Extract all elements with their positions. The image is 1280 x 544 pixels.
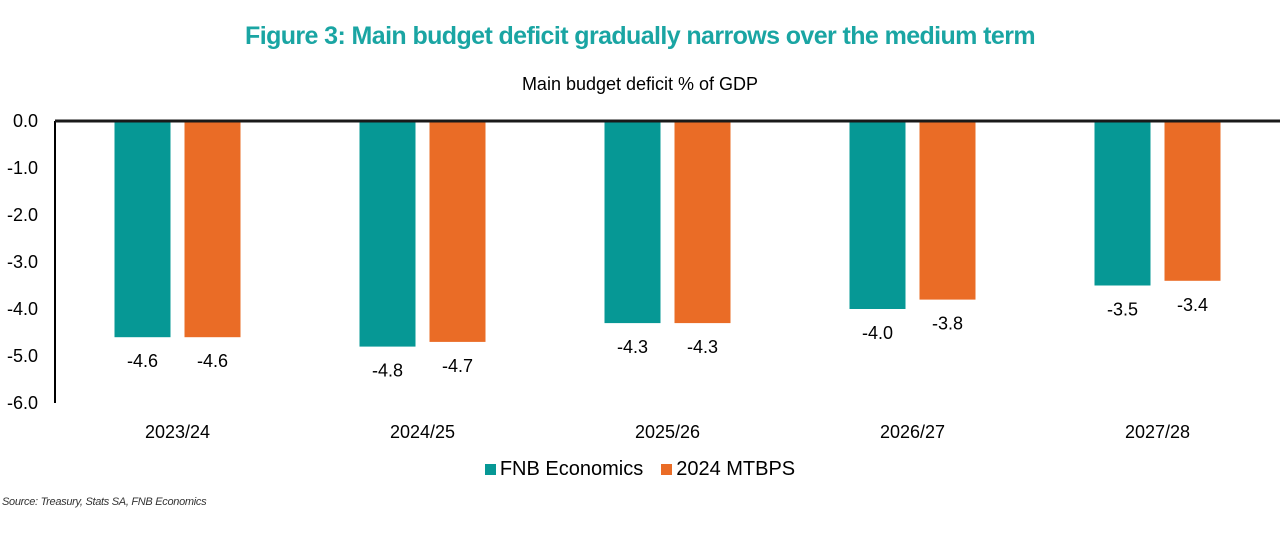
x-category-label: 2024/25 [390, 422, 455, 442]
legend-item-fnb: FNB Economics [484, 458, 644, 481]
data-label: -3.8 [932, 314, 963, 334]
bar-fnb [604, 121, 661, 324]
bars [114, 121, 1221, 347]
y-tick-label: -1.0 [7, 158, 38, 178]
y-axis-ticks: 0.0 -1.0 -2.0 -3.0 -4.0 -5.0 -6.0 [7, 111, 38, 413]
y-tick-label: -6.0 [7, 393, 38, 413]
y-tick-label: -4.0 [7, 299, 38, 319]
bar-mtbps [429, 121, 486, 342]
data-labels: -4.6 -4.6 -4.8 -4.7 -4.3 -4.3 -4.0 -3.8 -3.5 -3.4 [127, 295, 1208, 381]
bar-mtbps [184, 121, 241, 338]
figure-title: Figure 3: Main budget deficit gradually … [245, 22, 1036, 50]
bar-chart: 0.0 -1.0 -2.0 -3.0 -4.0 -5.0 -6.0 -4.6 -4.6 -4.8… [7, 111, 1280, 442]
legend-label-mtbps: 2024 MTBPS [676, 458, 796, 480]
bar-fnb [1094, 121, 1151, 286]
legend-item-mtbps: 2024 MTBPS [661, 458, 795, 481]
legend-swatch-fnb [484, 464, 496, 475]
data-label: -3.5 [1107, 300, 1138, 320]
data-label: -4.3 [617, 337, 648, 357]
y-tick-label: -2.0 [7, 205, 38, 225]
bar-mtbps [674, 121, 731, 324]
data-label: -4.6 [197, 351, 228, 371]
bar-fnb [849, 121, 906, 309]
data-label: -4.3 [687, 337, 718, 357]
chart-title: Main budget deficit % of GDP [521, 74, 759, 94]
x-category-label: 2027/28 [1125, 422, 1190, 442]
x-category-label: 2026/27 [880, 422, 945, 442]
legend: FNB Economics 2024 MTBPS [0, 458, 1280, 481]
data-label: -4.7 [442, 356, 473, 376]
bar-fnb [359, 121, 416, 347]
source-note: Source: Treasury, Stats SA, FNB Economic… [2, 496, 207, 508]
legend-swatch-mtbps [661, 464, 673, 475]
y-tick-label: -3.0 [7, 252, 38, 272]
y-tick-label: 0.0 [13, 111, 38, 131]
bar-mtbps [919, 121, 976, 300]
category-labels: 2023/24 2024/25 2025/26 2026/27 2027/28 [145, 422, 1190, 442]
bar-fnb [114, 121, 171, 338]
data-label: -4.6 [127, 351, 158, 371]
legend-label-fnb: FNB Economics [499, 458, 644, 480]
x-category-label: 2023/24 [145, 422, 210, 442]
y-tick-label: -5.0 [7, 346, 38, 366]
x-category-label: 2025/26 [635, 422, 700, 442]
data-label: -4.0 [862, 323, 893, 343]
data-label: -3.4 [1177, 295, 1208, 315]
bar-mtbps [1164, 121, 1221, 281]
data-label: -4.8 [372, 361, 403, 381]
